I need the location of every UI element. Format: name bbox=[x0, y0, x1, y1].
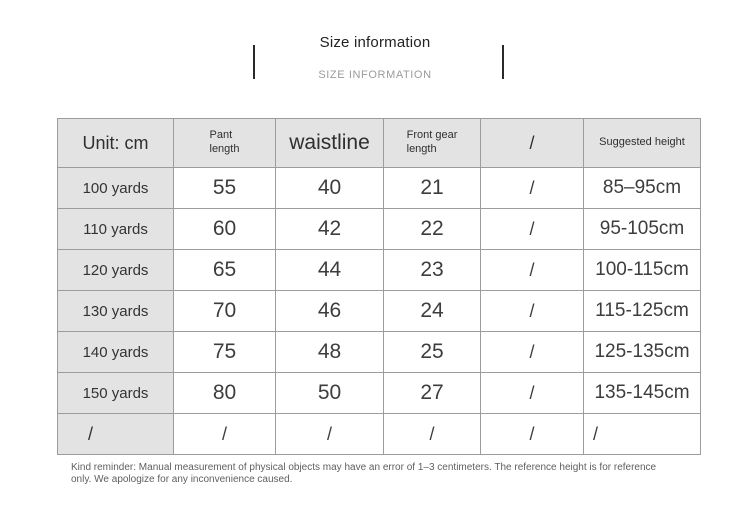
row-label-cell: 140 yards bbox=[57, 331, 174, 373]
value-cell: 85–95cm bbox=[583, 167, 701, 209]
row-label-cell: 120 yards bbox=[57, 249, 174, 291]
value-cell: / bbox=[480, 413, 584, 455]
value-cell: 60 bbox=[173, 208, 276, 250]
value-cell: 25 bbox=[383, 331, 481, 373]
column-header-label: Front gear length bbox=[406, 129, 458, 155]
page-title: Size information bbox=[319, 34, 431, 51]
header-row: Unit: cm Pant length waistline Front gear l… bbox=[57, 118, 701, 168]
column-header-label: / bbox=[529, 132, 535, 153]
table-row: 120 yards 65 44 23/100-115cm bbox=[57, 249, 701, 291]
column-header-label: Pant length bbox=[209, 129, 240, 155]
value-cell: 95-105cm bbox=[583, 208, 701, 250]
value-cell: 70 bbox=[173, 290, 276, 332]
value-cell: 65 bbox=[173, 249, 276, 291]
value-cell: 40 bbox=[275, 167, 384, 209]
value-cell: 50 bbox=[275, 372, 384, 414]
value-cell: 42 bbox=[275, 208, 384, 250]
title-divider-left-bar bbox=[253, 45, 255, 79]
value-cell: 75 bbox=[173, 331, 276, 373]
value-cell: 46 bbox=[275, 290, 384, 332]
column-header-label: Unit: cm bbox=[82, 132, 149, 153]
table-row: 110 yards 60 42 22/95-105cm bbox=[57, 208, 701, 250]
value-cell: 21 bbox=[383, 167, 481, 209]
column-header-suggested-height: Suggested height bbox=[583, 118, 701, 168]
size-table-header: Unit: cm Pant length waistline Front gear l… bbox=[57, 118, 701, 168]
value-cell: / bbox=[480, 208, 584, 250]
value-cell: / bbox=[583, 413, 701, 455]
value-cell: / bbox=[480, 331, 584, 373]
value-cell: 100-115cm bbox=[583, 249, 701, 291]
value-cell: 48 bbox=[275, 331, 384, 373]
table-row: 130 yards 70 46 24/115-125cm bbox=[57, 290, 701, 332]
kind-reminder-note: Kind reminder: Manual measurement of phy… bbox=[71, 462, 657, 485]
table-row: / / / / / / bbox=[57, 413, 701, 455]
title-divider-right-bar bbox=[502, 45, 504, 79]
size-table-body: 100 yards 55 40 21/85–95cm 110 yards 60 42 22/9… bbox=[57, 167, 701, 455]
column-header-label: waistline bbox=[289, 130, 370, 154]
value-cell: / bbox=[173, 413, 276, 455]
value-cell: / bbox=[383, 413, 481, 455]
column-header-front-gear-length: Front gear length bbox=[383, 118, 481, 168]
value-cell: 135-145cm bbox=[583, 372, 701, 414]
value-cell: 80 bbox=[173, 372, 276, 414]
value-cell: / bbox=[275, 413, 384, 455]
column-header-waistline: waistline bbox=[275, 118, 384, 168]
page-subtitle: SIZE INFORMATION bbox=[318, 69, 432, 81]
table-row: 150 yards 80 50 27/135-145cm bbox=[57, 372, 701, 414]
column-header-slash: / bbox=[480, 118, 584, 168]
value-cell: 23 bbox=[383, 249, 481, 291]
table-row: 100 yards 55 40 21/85–95cm bbox=[57, 167, 701, 209]
value-cell: / bbox=[480, 372, 584, 414]
row-label-cell: 100 yards bbox=[57, 167, 174, 209]
table-row: 140 yards 75 48 25/125-135cm bbox=[57, 331, 701, 373]
value-cell: 55 bbox=[173, 167, 276, 209]
row-label-cell: 130 yards bbox=[57, 290, 174, 332]
value-cell: 44 bbox=[275, 249, 384, 291]
column-header-unit: Unit: cm bbox=[57, 118, 174, 168]
column-header-label: Suggested height bbox=[599, 136, 685, 149]
value-cell: 24 bbox=[383, 290, 481, 332]
value-cell: 125-135cm bbox=[583, 331, 701, 373]
value-cell: / bbox=[480, 167, 584, 209]
column-header-pant-length: Pant length bbox=[173, 118, 276, 168]
size-table: Unit: cm Pant length waistline Front gear l… bbox=[57, 118, 701, 455]
value-cell: 115-125cm bbox=[583, 290, 701, 332]
value-cell: 27 bbox=[383, 372, 481, 414]
value-cell: 22 bbox=[383, 208, 481, 250]
row-label-cell: 110 yards bbox=[57, 208, 174, 250]
row-label-cell: / bbox=[57, 413, 174, 455]
value-cell: / bbox=[480, 249, 584, 291]
value-cell: / bbox=[480, 290, 584, 332]
row-label-cell: 150 yards bbox=[57, 372, 174, 414]
